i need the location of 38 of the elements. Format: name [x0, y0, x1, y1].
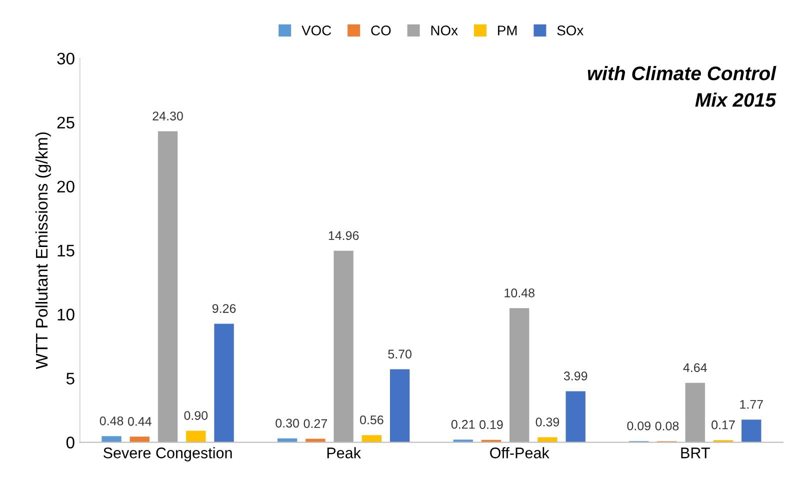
- data-label: 5.70: [388, 350, 412, 359]
- data-label: 0.17: [712, 420, 735, 430]
- y-tick-label: 15: [58, 244, 74, 256]
- y-tick-label: 5: [66, 372, 74, 384]
- x-tick-label: Off-Peak: [490, 447, 550, 458]
- y-tick-label: 30: [57, 52, 74, 65]
- data-label: 0.09: [627, 421, 650, 430]
- legend-label: SOx: [557, 26, 584, 36]
- data-label: 9.26: [212, 304, 236, 313]
- data-label: 0.90: [184, 411, 208, 420]
- y-tick-label: 10: [58, 308, 74, 320]
- legend-label: CO: [371, 26, 391, 36]
- legend-label: NOx: [431, 26, 458, 36]
- x-tick-label: BRT: [681, 448, 710, 458]
- data-label: 4.64: [683, 363, 707, 372]
- x-tick-label: Severe Congestion: [104, 447, 232, 462]
- x-tick-label: Peak: [327, 447, 362, 458]
- data-label: 0.44: [128, 416, 152, 426]
- data-label: 0.21: [451, 420, 475, 429]
- data-label: 0.19: [480, 420, 503, 430]
- y-tick-label: 25: [57, 116, 74, 129]
- y-axis-title: WTT Pollutant Emissions (g/km): [35, 132, 51, 370]
- annotation: with Climate Control Mix 2015: [588, 66, 776, 107]
- data-label: 24.30: [152, 112, 183, 120]
- data-label: 14.96: [328, 231, 359, 240]
- data-label: 0.08: [655, 422, 679, 430]
- data-label: 0.56: [360, 415, 384, 424]
- y-tick-label: 0: [66, 436, 74, 448]
- data-label: 0.39: [536, 418, 560, 426]
- data-label: 3.99: [564, 372, 588, 380]
- legend-label: VOC: [302, 26, 332, 36]
- data-label: 10.48: [504, 288, 534, 298]
- data-label: 0.27: [304, 419, 327, 428]
- data-label: 0.30: [276, 418, 299, 428]
- data-label: 1.77: [740, 400, 763, 409]
- data-label: 0.48: [100, 416, 124, 426]
- legend-label: PM: [498, 26, 517, 36]
- y-tick-label: 20: [57, 180, 74, 193]
